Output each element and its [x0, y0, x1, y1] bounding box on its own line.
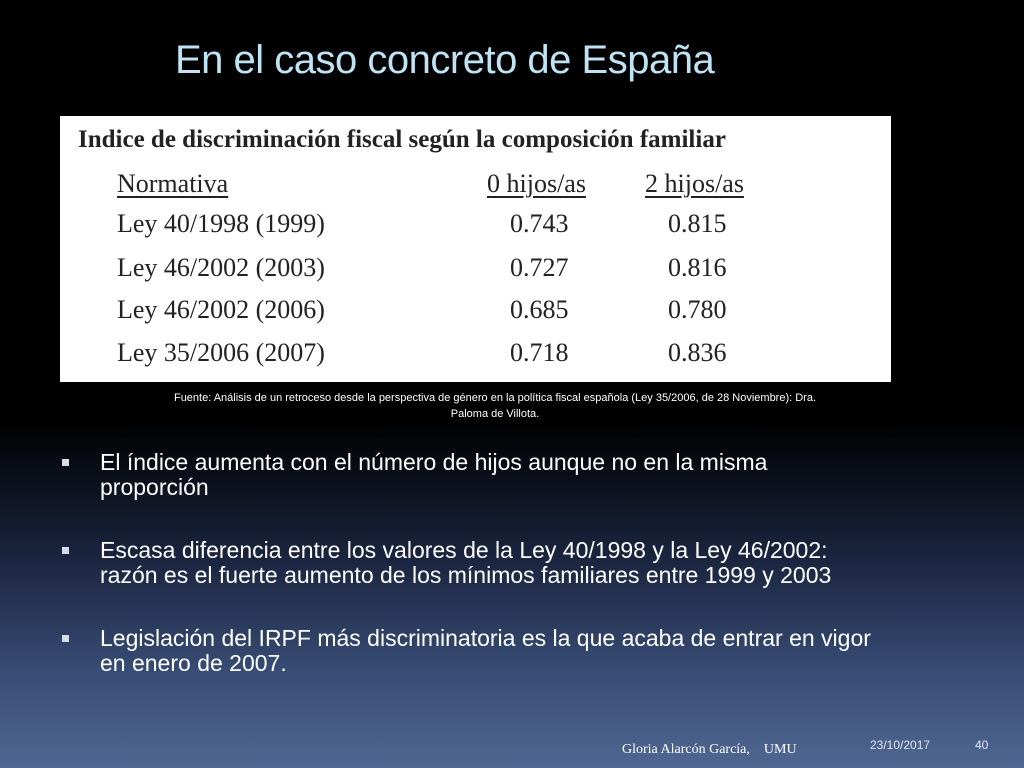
table-title: Indice de discriminación fiscal según la…: [78, 126, 726, 153]
bullet-text: razón es el fuerte aumento de los mínimo…: [100, 562, 832, 588]
table-cell-value: 0.685: [510, 295, 569, 324]
table-header-0-hijos: 0 hijos/as: [487, 169, 586, 198]
table-cell-law: Ley 35/2006 (2007): [117, 338, 325, 367]
page-number: 40: [975, 738, 989, 752]
source-line: Paloma de Villota.: [450, 408, 540, 420]
footer-author: Gloria Alarcón García, UMU: [622, 742, 797, 757]
table-cell-value: 0.743: [510, 209, 569, 238]
table-cell-value: 0.727: [510, 253, 569, 282]
square-bullet-icon: [62, 547, 69, 554]
table-cell-value: 0.816: [668, 253, 727, 282]
bullet-item: Legislación del IRPF más discriminatoria…: [62, 626, 982, 676]
bullet-item: El índice aumenta con el número de hijos…: [62, 450, 982, 500]
square-bullet-icon: [62, 635, 69, 642]
bullet-text: proporción: [100, 474, 209, 500]
bullet-text: Legislación del IRPF más discriminatoria…: [100, 625, 871, 651]
table-cell-law: Ley 46/2002 (2003): [117, 253, 325, 282]
slide-title: En el caso concreto de España: [175, 38, 715, 82]
table-header-2-hijos: 2 hijos/as: [645, 169, 744, 198]
footer-date: 23/10/2017: [870, 738, 931, 752]
table-cell-value: 0.718: [510, 338, 569, 367]
data-table: Indice de discriminación fiscal según la…: [60, 116, 891, 382]
source-caption: Fuente: Análisis de un retroceso desde l…: [95, 390, 895, 422]
bullet-text: El índice aumenta con el número de hijos…: [100, 449, 768, 475]
bullet-text: Escasa diferencia entre los valores de l…: [100, 537, 828, 563]
square-bullet-icon: [62, 459, 69, 466]
table-cell-value: 0.780: [668, 295, 727, 324]
table-header-normativa: Normativa: [117, 169, 229, 198]
table-cell-value: 0.815: [668, 209, 727, 238]
bullet-text: en enero de 2007.: [100, 650, 287, 676]
bullet-item: Escasa diferencia entre los valores de l…: [62, 538, 982, 588]
bullet-list: El índice aumenta con el número de hijos…: [62, 450, 982, 676]
table-cell-value: 0.836: [668, 338, 727, 367]
source-line: Fuente: Análisis de un retroceso desde l…: [173, 392, 817, 404]
table-cell-law: Ley 40/1998 (1999): [117, 209, 325, 238]
table-cell-law: Ley 46/2002 (2006): [117, 295, 325, 324]
